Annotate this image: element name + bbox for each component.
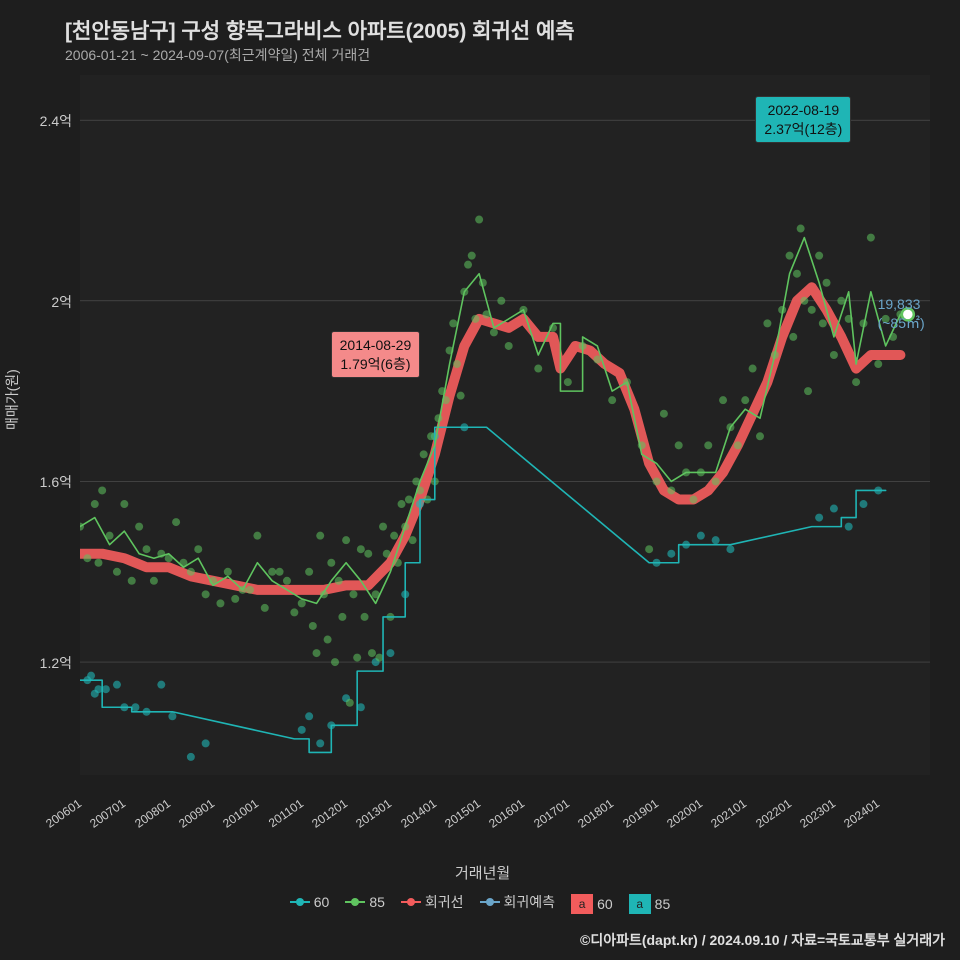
y-tick-label: 1.6억 — [22, 472, 72, 492]
y-tick-label: 2.4억 — [22, 111, 72, 131]
legend-item: 85 — [345, 894, 385, 910]
y-axis-title: 매매가(원) — [2, 369, 22, 430]
annotation-label: 2022-08-192.37억(12층) — [755, 96, 851, 144]
plot-svg — [80, 75, 930, 775]
y-tick-label: 2억 — [22, 292, 72, 312]
attribution: ©디아파트(dapt.kr) / 2024.09.10 / 자료=국토교통부 실… — [580, 930, 945, 950]
prediction-label: 19,833(~85㎡) — [878, 295, 925, 331]
chart-subtitle: 2006-01-21 ~ 2024-09-07(최근계약일) 전체 거래건 — [65, 45, 370, 65]
legend-item: 60 — [290, 894, 330, 910]
legend-item: 회귀예측 — [480, 892, 556, 912]
chart-title: [천안동남구] 구성 향목그라비스 아파트(2005) 회귀선 예측 — [65, 15, 575, 45]
annotation-label: 2014-08-291.79억(6층) — [331, 331, 421, 379]
y-tick-label: 1.2억 — [22, 653, 72, 673]
chart-container: [천안동남구] 구성 향목그라비스 아파트(2005) 회귀선 예측 2006-… — [0, 0, 960, 960]
legend-item: a85 — [629, 894, 671, 914]
legend-item: 회귀선 — [401, 892, 464, 912]
x-axis-title: 거래년월 — [455, 862, 510, 883]
legend: 60 85 회귀선 회귀예측 a60 a85 — [0, 892, 960, 914]
plot-area — [80, 75, 930, 775]
legend-item: a60 — [571, 894, 613, 914]
